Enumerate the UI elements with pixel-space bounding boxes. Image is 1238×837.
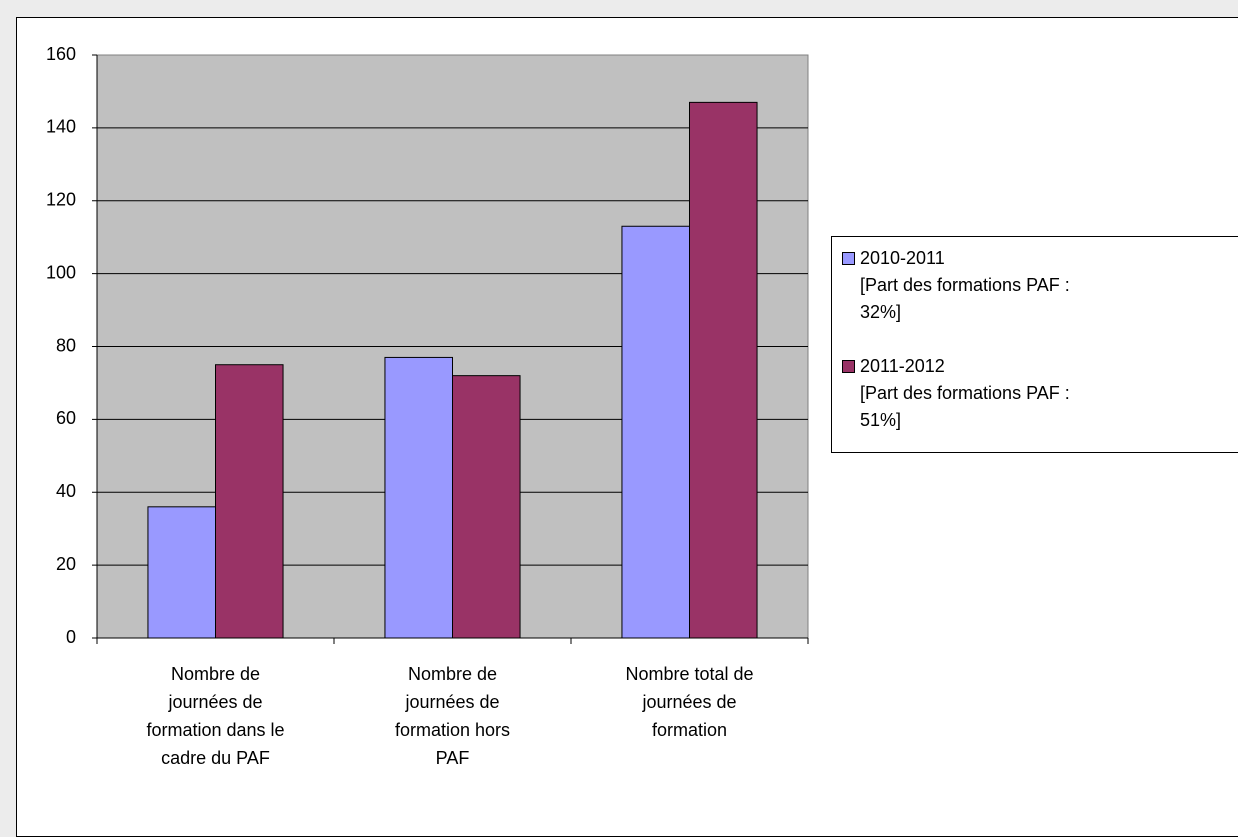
bar	[621, 225, 691, 639]
legend-label: 2011-2012 [Part des formations PAF : 51%…	[860, 356, 1070, 430]
x-tick-label: Nombre de journées de formation hors PAF	[394, 664, 511, 768]
y-tick-label: 100	[46, 262, 76, 282]
y-tick-label: 20	[56, 554, 76, 574]
y-tick-label: 160	[46, 44, 76, 64]
x-tick-label: Nombre total de journées de formation	[625, 664, 754, 740]
bar	[215, 364, 284, 639]
y-tick-label: 40	[56, 481, 76, 501]
legend-label: 2010-2011 [Part des formations PAF : 32%…	[860, 248, 1070, 322]
legend-swatch	[842, 252, 855, 265]
y-tick-label: 60	[56, 408, 76, 428]
bar	[689, 101, 758, 639]
y-tick-label: 140	[46, 117, 76, 137]
legend-item: 2010-2011 [Part des formations PAF : 32%…	[842, 245, 1070, 326]
bar	[452, 375, 521, 639]
legend-item: 2011-2012 [Part des formations PAF : 51%…	[842, 353, 1070, 434]
bar	[147, 506, 216, 639]
y-tick-label: 80	[56, 335, 76, 355]
bar	[384, 356, 453, 639]
legend: 2010-2011 [Part des formations PAF : 32%…	[831, 236, 1238, 453]
x-tick-label: Nombre de journées de formation dans le …	[146, 664, 285, 768]
y-tick-label: 120	[46, 190, 76, 210]
y-tick-label: 0	[66, 627, 76, 647]
legend-swatch	[842, 360, 855, 373]
